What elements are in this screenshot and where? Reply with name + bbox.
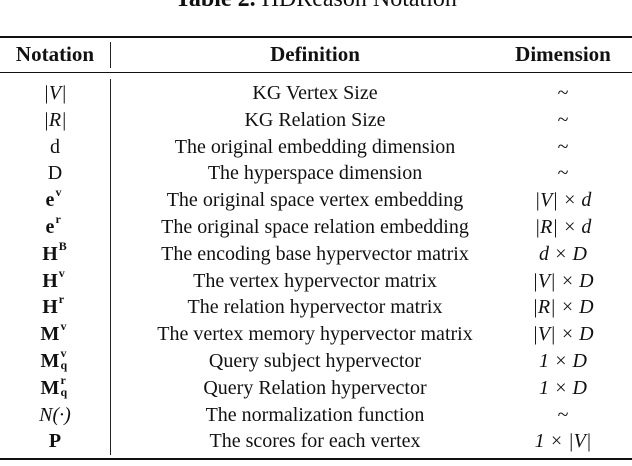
table-row: d The original embedding dimension ~: [0, 134, 632, 161]
column-divider: [110, 79, 111, 455]
notation-cell: d: [0, 134, 110, 161]
definition-cell: The hyperspace dimension: [207, 162, 423, 185]
dimension-cell: 1 × D: [539, 376, 587, 399]
notation-sup: B: [58, 238, 67, 253]
definition-cell: The vertex memory hypervector matrix: [157, 323, 473, 346]
definition-cell: The encoding base hypervector matrix: [161, 242, 469, 265]
table-row: P The scores for each vertex 1 × |V|: [0, 428, 632, 455]
notation-sup: v: [60, 346, 67, 360]
notation-base: N(·): [39, 403, 71, 426]
notation-base: e: [45, 216, 55, 238]
header-definition: Definition: [270, 42, 360, 66]
table-row: |V| KG Vertex Size ~: [0, 80, 632, 107]
mid-rule: [0, 72, 632, 73]
table-row: e r The original space relation embedding |…: [0, 212, 632, 241]
table-row: |R| KG Relation Size ~: [0, 107, 632, 134]
dimension-cell: |V| × d: [534, 189, 592, 212]
table-row: e v The original space vertex embedding |V|…: [0, 185, 632, 214]
notation-sub: q: [60, 358, 68, 372]
dimension-cell: ~: [557, 82, 569, 104]
notation-base: H: [42, 269, 58, 292]
header-row: Notation Definition Dimension: [0, 41, 632, 68]
notation-base: M: [40, 376, 60, 399]
dimension-cell: 1 × |V|: [534, 430, 592, 453]
notation-cell: N(·): [0, 402, 110, 429]
table-row: D The hyperspace dimension ~: [0, 160, 632, 187]
definition-cell: The normalization function: [205, 403, 425, 426]
dimension-cell: ~: [557, 403, 569, 426]
dimension-cell: |R| × d: [534, 216, 592, 238]
bottom-rule: [0, 458, 632, 460]
dimension-cell: ~: [557, 135, 569, 158]
notation-base: e: [45, 189, 55, 212]
definition-cell: The vertex hypervector matrix: [193, 269, 437, 292]
definition-cell: The original embedding dimension: [174, 135, 456, 158]
top-rule: [0, 36, 632, 38]
notation-base: |R|: [43, 108, 67, 131]
table-row: H B The encoding base hypervector matrix d …: [0, 239, 632, 268]
notation-sup: r: [58, 292, 65, 307]
dimension-cell: d × D: [539, 242, 587, 265]
notation-cell: P: [0, 428, 110, 455]
dimension-cell: ~: [557, 162, 569, 185]
notation-cell: D: [0, 160, 110, 187]
definition-cell: KG Relation Size: [244, 108, 386, 131]
definition-cell: Query subject hypervector: [208, 350, 422, 372]
header-dimension: Dimension: [515, 42, 611, 66]
dimension-cell: |V| × D: [532, 269, 594, 292]
notation-cell: |V|: [0, 80, 110, 107]
header-divider: [110, 42, 111, 68]
notation-base: M: [40, 350, 60, 372]
notation-sup: v: [60, 319, 67, 334]
definition-cell: KG Vertex Size: [252, 82, 378, 104]
dimension-cell: ~: [557, 108, 569, 131]
notation-base: d: [50, 135, 60, 158]
notation-base: H: [42, 296, 58, 319]
definition-cell: Query Relation hypervector: [203, 376, 427, 399]
dimension-cell: |R| × D: [532, 296, 594, 319]
notation-base: M: [40, 323, 60, 346]
notation-sup: r: [55, 212, 61, 226]
definition-cell: The original space vertex embedding: [166, 189, 464, 212]
notation-base: D: [47, 162, 63, 185]
definition-cell: The scores for each vertex: [209, 430, 421, 453]
table-caption: Table 2. HDReason Notation: [0, 0, 632, 13]
dimension-cell: |V| × D: [532, 323, 594, 346]
notation-sup: r: [60, 372, 66, 387]
notation-sup: v: [58, 265, 65, 280]
caption-text: HDReason Notation: [262, 0, 457, 12]
notation-sup: v: [55, 185, 62, 200]
definition-cell: The original space relation embedding: [161, 216, 469, 238]
header-notation: Notation: [15, 42, 95, 66]
notation-sub: q: [60, 384, 68, 399]
notation-base: |V|: [43, 82, 67, 104]
table-row: N(·) The normalization function ~: [0, 402, 632, 429]
notation-base: P: [48, 430, 62, 453]
notation-base: H: [42, 242, 58, 265]
notation-cell: |R|: [0, 107, 110, 134]
definition-cell: The relation hypervector matrix: [187, 296, 443, 319]
dimension-cell: 1 × D: [539, 350, 587, 372]
caption-label: Table 2.: [175, 0, 255, 12]
